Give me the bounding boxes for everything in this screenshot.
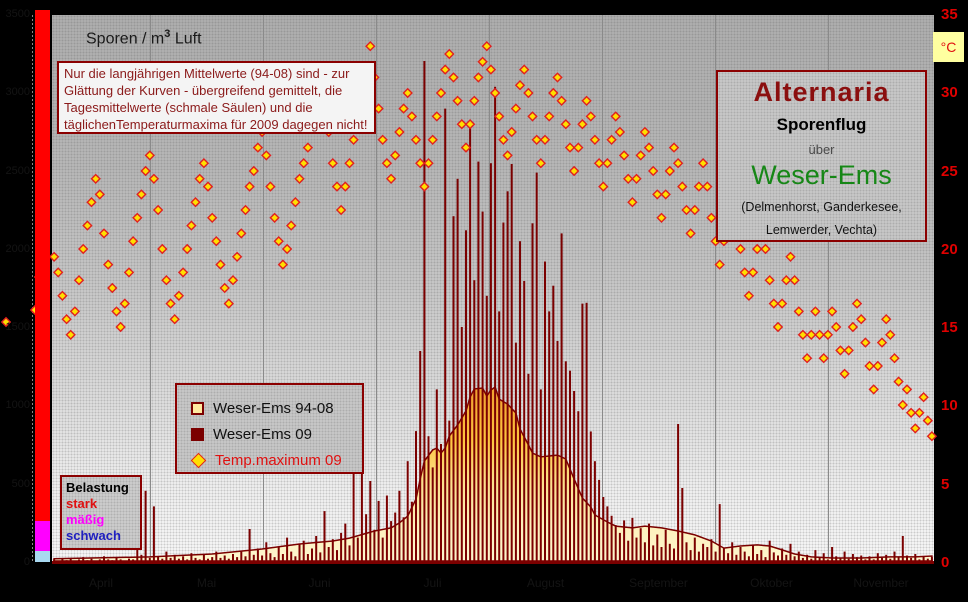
legend-label: Temp.maximum 09 [215, 451, 342, 469]
load-key-title: Belastung [66, 480, 129, 495]
y-left-tick-label: 1000 [5, 399, 30, 412]
y-right-tick-label: 20 [941, 240, 958, 258]
x-axis-line [52, 561, 934, 564]
celsius-unit-label: °C [940, 39, 957, 55]
area-swatch-icon [191, 401, 204, 415]
x-axis-month-label: Oktober [750, 576, 793, 590]
bar-series-09 [53, 61, 933, 562]
y-left-tick-label: 3000 [5, 86, 30, 99]
places-line-1: (Delmenhorst, Ganderkesee, [741, 200, 902, 214]
y-axis-left-title: Sporen / m3 Luft [86, 28, 202, 48]
y-right-tick-label: 35 [941, 6, 958, 23]
y-left-tick-label: 1500 [5, 321, 30, 334]
legend-item-area: Weser-Ems 94-08 [191, 395, 362, 421]
bar-swatch-icon [191, 427, 204, 441]
scatter-series-tempmax-09 [0, 41, 938, 442]
load-scale-moderate [35, 521, 50, 551]
temperature-unit-box: °C [933, 32, 964, 62]
y-right-tick-label: 10 [941, 397, 958, 415]
y-left-tick-label: 0 [23, 556, 30, 568]
y-left-tick-label: 2000 [5, 242, 30, 255]
y-right-tick-label: 15 [941, 319, 958, 337]
places-line-2: Lemwerder, Vechta) [765, 223, 878, 237]
legend-item-temp: Temp.maximum 09 [190, 447, 362, 473]
y-left-tick-label: 3500 [5, 8, 30, 20]
load-level-strong: stark [66, 496, 98, 511]
superscript-3: 3 [164, 28, 171, 40]
load-level-key: Belastung stark mäßig schwach [60, 475, 142, 550]
x-axis-month-label: Mai [196, 576, 217, 590]
x-axis-month-label: November [853, 576, 909, 590]
y-left-tick-label: 500 [11, 477, 30, 490]
legend-label: Weser-Ems 09 [213, 425, 312, 443]
y-right-tick-label: 25 [941, 162, 958, 180]
x-axis-month-label: April [88, 576, 114, 590]
note-line: Nur die langjährigen Mittelwerte (94-08)… [64, 66, 350, 81]
x-axis-month-label: September [629, 576, 688, 590]
genus-title: Alternaria [753, 77, 890, 107]
diamond-swatch-icon [190, 452, 207, 468]
legend-item-bars: Weser-Ems 09 [191, 421, 362, 447]
load-scale-weak [35, 551, 50, 562]
region-title: Weser-Ems [751, 160, 892, 190]
y-right-tick-label: 5 [941, 475, 950, 493]
connector-ueber: über [808, 142, 835, 157]
load-scale-strong [35, 10, 50, 521]
y-right-tick-label: 30 [941, 84, 958, 102]
y-right-tick-label: 0 [941, 554, 950, 571]
note-line: Tagesmittelwerte (schmale Säulen) und di… [64, 100, 313, 115]
y-left-tick-label: 2500 [5, 164, 30, 177]
load-level-moderate: mäßig [66, 512, 105, 527]
load-level-weak: schwach [66, 528, 121, 543]
x-axis-month-label: Juni [308, 576, 331, 590]
x-axis-month-label: Juli [423, 576, 442, 590]
methodology-note-box: Nur die langjährigen Mittelwerte (94-08)… [57, 61, 376, 134]
note-line: täglichenTemperaturmaxima für 2009 dageg… [64, 117, 368, 132]
legend-label: Weser-Ems 94-08 [213, 399, 334, 417]
chart-title-box: Alternaria Sporenflug über Weser-Ems (De… [716, 70, 927, 242]
x-axis-month-label: August [526, 576, 565, 590]
left-axis-line [32, 15, 33, 561]
note-line: Glättung der Kurven - übergreifend gemit… [64, 83, 343, 98]
subtitle-sporenflug: Sporenflug [776, 115, 867, 134]
legend: Weser-Ems 94-08 Weser-Ems 09 Temp.maximu… [175, 383, 364, 474]
